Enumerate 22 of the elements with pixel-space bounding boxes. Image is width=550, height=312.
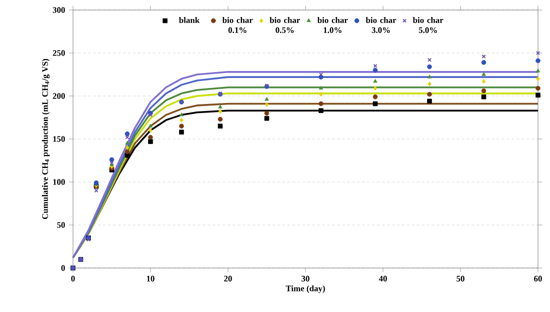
y-tick-label: 200 — [52, 93, 65, 99]
y-tick-label: 50 — [57, 222, 65, 228]
x-axis-title: Time (day) — [286, 285, 325, 294]
x-tick-label: 40 — [378, 276, 387, 282]
y-tick-label: 0 — [61, 265, 65, 271]
y-tick-label: 300 — [52, 7, 65, 13]
y-axis-title: Cumulative CH$_{4}$ production (mL CH$_{4}$/g VS) — [42, 58, 50, 220]
y-tick-label: 250 — [52, 50, 65, 56]
y-tick-label: 100 — [53, 179, 65, 185]
x-tick-label: 50 — [456, 276, 464, 282]
x-tick-label: 30 — [302, 276, 310, 282]
y-tick-label: 150 — [53, 136, 65, 142]
legend-label: blank — [179, 17, 200, 24]
x-tick-label: 0 — [71, 276, 75, 282]
x-tick-label: 20 — [224, 276, 232, 282]
x-tick-label: 60 — [534, 276, 542, 282]
legend-label: bio char 0.5% — [270, 17, 300, 34]
legend-label: bio char 3.0% — [366, 17, 396, 34]
x-tick-label: 10 — [146, 276, 154, 282]
legend-label: bio char 1.0% — [317, 17, 348, 34]
legend-label: bio char 0.1% — [222, 17, 253, 34]
legend-label: bio char 5.0% — [412, 17, 444, 34]
